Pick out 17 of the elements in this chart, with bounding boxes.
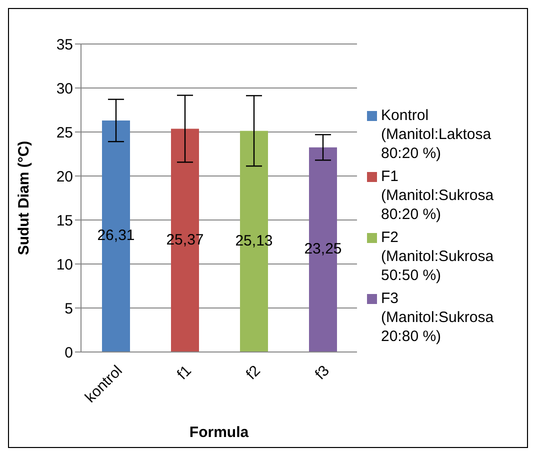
y-axis-title: Sudut Diam (°C) [15, 140, 32, 256]
y-tick-label: 30 [56, 80, 73, 98]
y-tick-label: 35 [56, 36, 73, 54]
x-axis-title: Formula [189, 424, 250, 441]
x-tick-label: f1 [174, 362, 195, 384]
y-tick-label: 5 [64, 300, 73, 318]
legend-label: Kontrol (Manitol:Laktosa 80:20 %) [381, 106, 492, 163]
x-tick-label: f3 [312, 362, 333, 384]
y-tick-label: 20 [56, 168, 73, 186]
legend-label: F3 (Manitol:Sukrosa 20:80 %) [381, 289, 495, 346]
y-tick-label: 0 [64, 344, 73, 362]
y-tick-label: 10 [56, 256, 73, 274]
y-tick-label: 25 [56, 124, 73, 142]
legend-label: F1 (Manitol:Sukrosa 80:20 %) [381, 167, 495, 224]
y-tick-label: 15 [56, 212, 73, 230]
legend-label: F2 (Manitol:Sukrosa 50:50 %) [381, 228, 495, 285]
x-tick-label: f2 [242, 362, 264, 384]
